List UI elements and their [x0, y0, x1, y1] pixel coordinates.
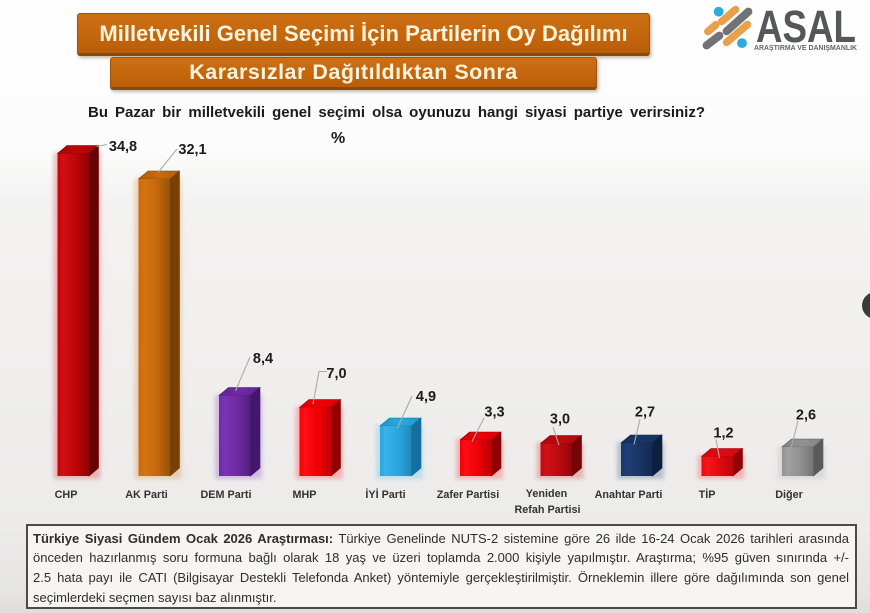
svg-text:İYİ Parti: İYİ Parti	[365, 488, 405, 501]
svg-text:32,1: 32,1	[178, 142, 206, 158]
svg-text:Anahtar Parti: Anahtar Parti	[595, 489, 663, 501]
svg-text:CHP: CHP	[55, 489, 78, 501]
svg-text:3,0: 3,0	[550, 412, 570, 428]
svg-text:DEM Parti: DEM Parti	[201, 489, 252, 501]
svg-text:ARAŞTIRMA VE DANIŞMANLIK: ARAŞTIRMA VE DANIŞMANLIK	[754, 43, 857, 52]
svg-text:34,8: 34,8	[109, 139, 137, 155]
svg-text:2,6: 2,6	[796, 408, 816, 424]
svg-text:1,2: 1,2	[713, 426, 733, 442]
svg-text:Yeniden: Yeniden	[526, 488, 567, 500]
svg-text:TİP: TİP	[699, 488, 716, 501]
svg-text:2,7: 2,7	[635, 405, 655, 421]
svg-text:AK Parti: AK Parti	[125, 489, 168, 501]
svg-text:8,4: 8,4	[253, 351, 273, 367]
svg-text:7,0: 7,0	[326, 366, 346, 382]
svg-text:Diğer: Diğer	[775, 489, 803, 501]
svg-text:4,9: 4,9	[416, 389, 436, 405]
svg-text:Refah Partisi: Refah Partisi	[514, 504, 580, 516]
svg-text:ASAL: ASAL	[756, 1, 856, 52]
svg-text:MHP: MHP	[293, 489, 317, 501]
svg-text:3,3: 3,3	[484, 405, 504, 421]
svg-text:Zafer Partisi: Zafer Partisi	[437, 489, 499, 501]
